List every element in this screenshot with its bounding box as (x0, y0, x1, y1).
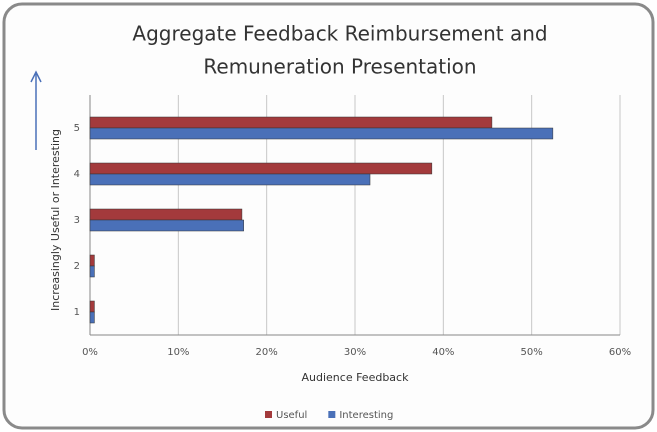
bar (89, 208, 243, 221)
legend-label: Useful (276, 410, 307, 421)
bar (89, 219, 244, 232)
y-tick-label: 5 (74, 123, 80, 134)
bar (89, 265, 95, 278)
bar (89, 173, 371, 186)
arrow-head (30, 70, 42, 83)
x-axis-label: Audience Feedback (302, 371, 410, 384)
y-tick-label: 1 (74, 307, 80, 318)
y-tick-label: 3 (74, 215, 80, 226)
x-tick-label: 40% (432, 347, 454, 358)
y-tick-label: 4 (74, 169, 80, 180)
legend-label: Interesting (339, 410, 393, 421)
x-tick-label: 20% (256, 347, 278, 358)
x-tick-label: 10% (167, 347, 189, 358)
bar (89, 300, 95, 313)
y-axis-label: Increasingly Useful or Interesting (49, 129, 62, 311)
chart-title: Remuneration Presentation (203, 55, 476, 79)
bar (89, 311, 95, 324)
bar (89, 116, 493, 129)
x-tick-label: 0% (82, 347, 98, 358)
bar (89, 162, 433, 175)
legend-swatch (328, 411, 336, 418)
x-tick-label: 50% (521, 347, 543, 358)
legend-swatch (265, 411, 272, 418)
y-tick-label: 2 (74, 261, 80, 272)
x-tick-label: 30% (344, 347, 366, 358)
bar (89, 127, 554, 140)
bar (89, 254, 95, 267)
chart-title: Aggregate Feedback Reimbursement and (132, 22, 547, 46)
x-tick-label: 60% (609, 347, 631, 358)
